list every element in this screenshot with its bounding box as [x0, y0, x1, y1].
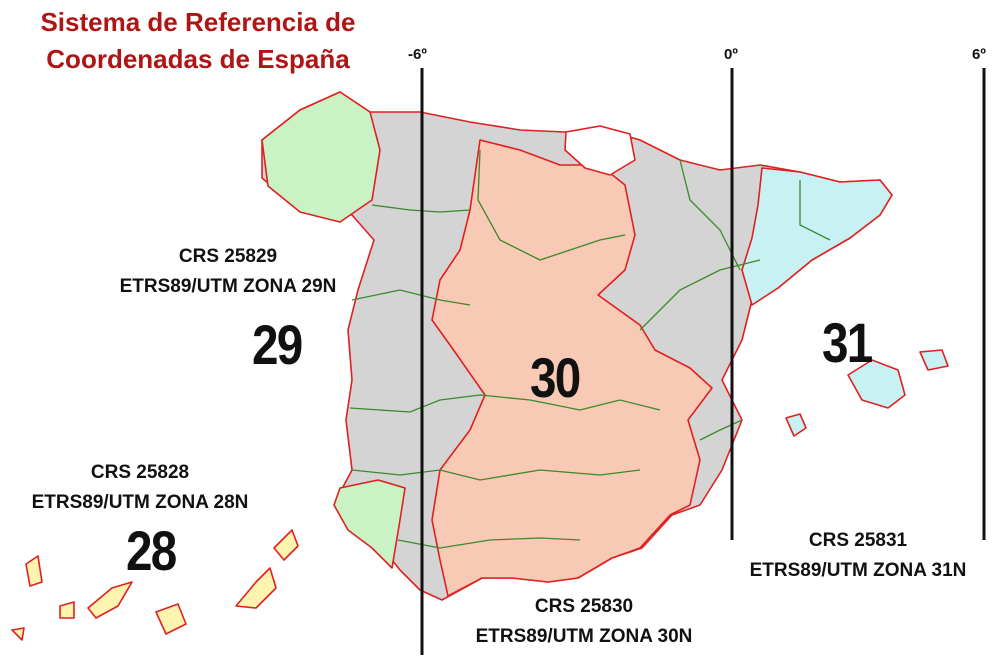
- region-border: [799, 180, 831, 241]
- mallorca-island: [847, 359, 906, 409]
- zone31-crs-code: CRS 25831: [808, 530, 908, 551]
- zone29-crs-label: CRS 25829 ETRS89/UTM ZONA 29N: [88, 242, 368, 302]
- map-title: Sistema de Referencia de Coordenadas de …: [40, 7, 356, 74]
- zone29-number: 29: [252, 313, 303, 376]
- zone31-number: 31: [822, 311, 873, 374]
- huelva-region: [333, 479, 406, 569]
- zone29-crs-code: CRS 25829: [178, 246, 278, 267]
- region-border: [349, 394, 661, 413]
- meridian-label-6: 6º: [972, 46, 986, 63]
- region-border: [351, 289, 471, 306]
- region-border: [351, 469, 641, 481]
- ibiza-island: [785, 413, 807, 437]
- canary-island-el-hierro: [11, 627, 25, 641]
- zone30-crs-label: CRS 25830 ETRS89/UTM ZONA 30N: [448, 592, 720, 652]
- zone29-crs-name: ETRS89/UTM ZONA 29N: [119, 276, 337, 297]
- basque-region: [564, 125, 636, 176]
- zone30-provinces: [431, 139, 713, 597]
- zone28-crs-code: CRS 25828: [90, 462, 190, 483]
- canary-island-fuerteventura: [235, 567, 277, 609]
- meridian-label-minus6: -6º: [408, 46, 427, 63]
- region-border: [639, 259, 761, 331]
- zone28-crs-name: ETRS89/UTM ZONA 28N: [31, 492, 249, 513]
- region-border: [699, 419, 743, 441]
- meridian-label-0: 0º: [724, 46, 738, 63]
- canary-island-la-palma: [25, 555, 43, 587]
- zone30-crs-code: CRS 25830: [534, 596, 634, 617]
- zone31-crs-label: CRS 25831 ETRS89/UTM ZONA 31N: [722, 526, 994, 586]
- zone30-crs-name: ETRS89/UTM ZONA 30N: [475, 626, 693, 647]
- canary-island-tenerife: [87, 581, 133, 619]
- catalonia-region: [741, 167, 893, 306]
- zone28-crs-label: CRS 25828 ETRS89/UTM ZONA 28N: [4, 458, 276, 518]
- zone28-number: 28: [126, 519, 177, 582]
- canary-island-lanzarote: [273, 529, 299, 561]
- region-border: [477, 149, 626, 261]
- zone31-crs-name: ETRS89/UTM ZONA 31N: [749, 560, 967, 581]
- region-border: [679, 159, 741, 271]
- menorca-island: [919, 349, 949, 371]
- region-border: [397, 537, 581, 549]
- zone30-number: 30: [530, 346, 581, 409]
- canary-island-gran-canaria: [155, 603, 187, 635]
- canary-island-gomera: [59, 601, 75, 619]
- region-border: [371, 204, 471, 213]
- galicia-region: [261, 91, 381, 223]
